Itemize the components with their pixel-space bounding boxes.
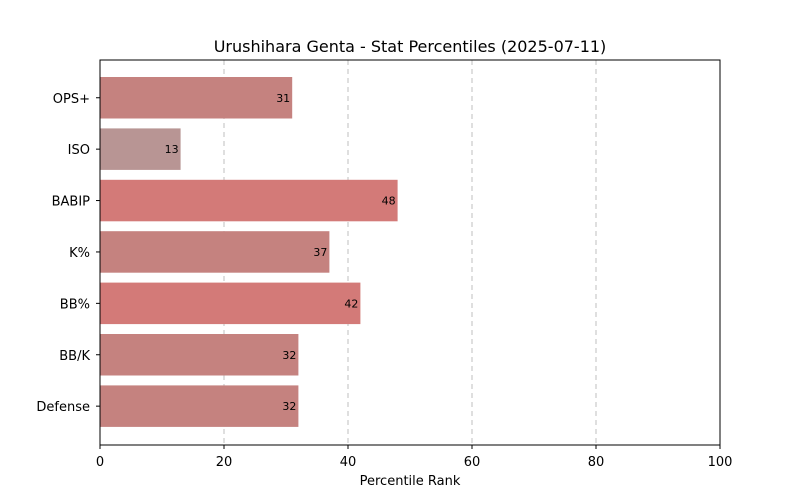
y-tick-label-iso: ISO [68,143,90,158]
bar-value-label-babip: 48 [382,195,396,208]
bar-iso [100,128,181,170]
bar-value-label-k: 37 [313,246,327,259]
x-tick-label-20: 20 [216,455,233,470]
bars-group [100,77,398,427]
x-tick-label-60: 60 [464,455,481,470]
bar-bb [100,282,361,325]
y-axis: OPS+ ISO BABIP K% BB% BB/K Defense [36,92,100,415]
y-tick-label-defense: Defense [36,400,90,415]
bar-labels-group: 31 13 48 37 42 32 32 [165,92,396,413]
bar-value-label-iso: 13 [165,143,179,156]
y-tick-label-k: K% [69,246,90,261]
chart-title: Urushihara Genta - Stat Percentiles (202… [214,37,607,56]
bar-babip [100,179,398,222]
y-tick-label-bb-k: BB/K [59,349,90,364]
bar-defense [100,385,299,427]
x-tick-label-40: 40 [340,455,357,470]
plot-frame [99,59,721,446]
x-tick-label-0: 0 [96,455,104,470]
y-tick-label-ops: OPS+ [53,92,90,107]
bar-value-label-bb: 42 [344,297,358,310]
y-tick-label-bb: BB% [60,297,90,312]
x-tick-label-80: 80 [588,455,605,470]
bar-ops [100,77,293,119]
x-axis-label: Percentile Rank [360,474,461,489]
y-tick-label-babip: BABIP [52,195,91,210]
bar-value-label-defense: 32 [282,400,296,413]
bar-k [100,231,330,273]
bar-bb-k [100,334,299,376]
x-tick-label-100: 100 [708,455,733,470]
bar-value-label-ops: 31 [276,92,290,105]
x-axis: 0 20 40 60 80 100 [96,445,733,470]
bar-value-label-bb-k: 32 [282,349,296,362]
